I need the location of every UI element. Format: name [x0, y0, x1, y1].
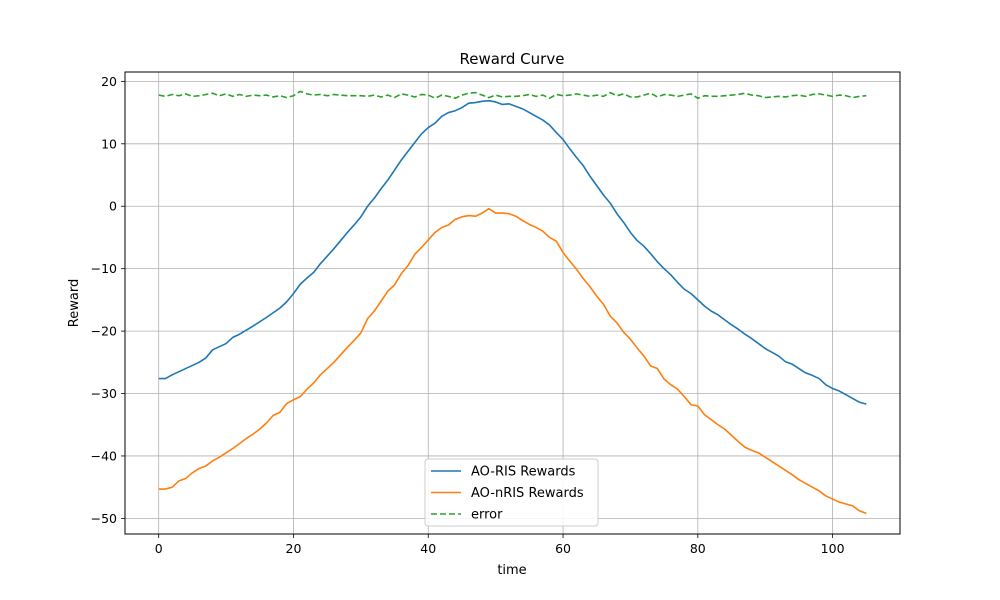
x-tick-label: 80 [690, 541, 706, 556]
x-tick-label: 20 [286, 541, 302, 556]
x-axis-label: time [497, 563, 526, 578]
y-tick-label: −10 [91, 261, 117, 276]
axis-ticks: 0 20 40 60 80 100 −50 −40 −30 −20 −10 0 10 20 [91, 74, 845, 556]
y-tick-label: −40 [91, 448, 117, 463]
series-line-ao-ris-rewards [158, 99, 867, 405]
y-tick-label: −50 [91, 511, 117, 526]
x-tick-label: 40 [420, 541, 436, 556]
plot-frame [124, 71, 901, 535]
x-tick-label: 60 [555, 541, 571, 556]
grid-lines [125, 72, 900, 534]
series-line-error [158, 90, 867, 100]
series-layer [158, 90, 867, 515]
y-axis-label: Reward [67, 279, 82, 327]
x-tick-label: 100 [821, 541, 845, 556]
legend-label: AO-RIS Rewards [471, 465, 576, 480]
y-tick-label: 10 [101, 136, 117, 151]
legend: AO-RIS Rewards AO-nRIS Rewards error [424, 458, 599, 527]
y-tick-label: −20 [91, 324, 117, 339]
x-tick-label: 0 [155, 541, 163, 556]
legend-label: AO-nRIS Rewards [471, 486, 584, 501]
legend-box [424, 458, 599, 527]
chart-title: Reward Curve [460, 50, 565, 68]
series-line-ao-nris-rewards [158, 207, 867, 515]
y-tick-label: 0 [109, 199, 117, 214]
y-tick-label: 20 [101, 74, 117, 89]
legend-label: error [471, 508, 503, 523]
y-tick-label: −30 [91, 386, 117, 401]
